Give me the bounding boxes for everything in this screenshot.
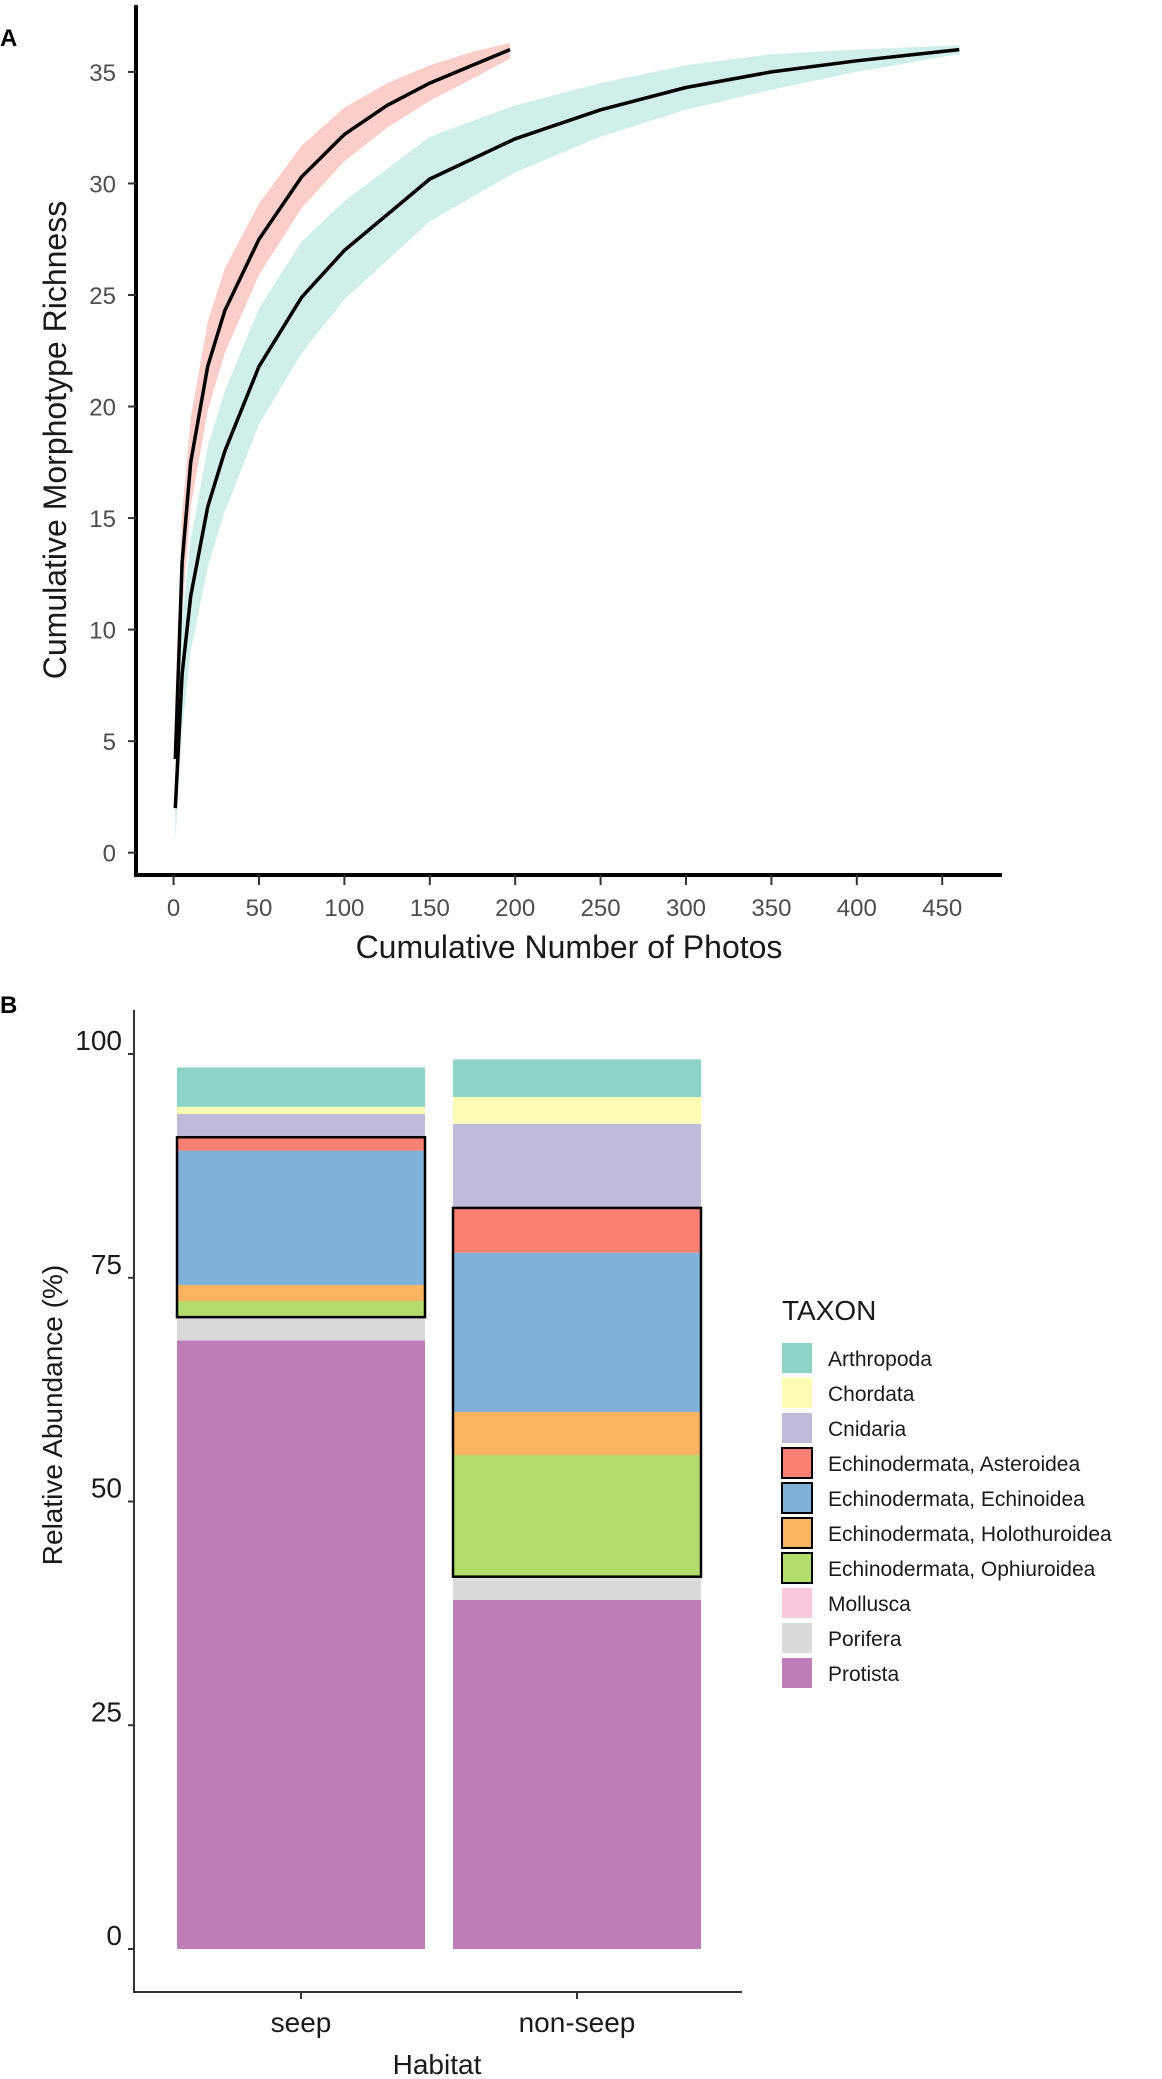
x-tick-label: 200 — [495, 895, 535, 922]
bar-segment-seep-arthropoda — [177, 1067, 425, 1107]
legend-label: Echinodermata, Ophiuroidea — [828, 1558, 1096, 1581]
bar-segment-non-seep-chordata — [453, 1096, 701, 1124]
bar-segment-seep-echinodermata-ophiuroidea — [177, 1301, 425, 1318]
bar-segment-non-seep-protista — [453, 1599, 701, 1949]
x-tick-label: 150 — [410, 895, 450, 922]
legend-swatch — [781, 1482, 813, 1514]
legend-label: Echinodermata, Echinoidea — [828, 1488, 1085, 1511]
x-tick-label: 350 — [751, 895, 791, 922]
bar-segment-seep-porifera — [177, 1317, 425, 1341]
y-tick-label: 0 — [103, 841, 116, 868]
legend-swatch — [782, 1413, 812, 1443]
panel-b-legend: TAXON Arthropoda Chordata Cnidaria Echinode… — [781, 1295, 1112, 1688]
panel-a-chart: 0 5 10 15 20 25 30 35 0 50 100 150 200 250 300 350 400 4… — [37, 5, 1002, 965]
panel-a-x-ticks: 0 50 100 150 200 250 300 350 400 450 — [167, 875, 962, 922]
legend-label: Echinodermata, Asteroidea — [828, 1453, 1080, 1476]
panel-b-echinodermata-outlines — [175, 1135, 703, 1578]
line-non-seep — [173, 47, 960, 809]
y-tick-label: 5 — [103, 729, 116, 756]
panel-b-x-ticks: seep non-seep — [271, 1992, 636, 2038]
x-tick-label: non-seep — [519, 2007, 636, 2038]
panel-a-confidence-bands — [175, 42, 960, 842]
y-tick-label: 25 — [89, 283, 116, 310]
y-tick-label: 25 — [91, 1696, 122, 1727]
x-tick-label: 250 — [581, 895, 621, 922]
panel-b-x-axis-title: Habitat — [393, 2049, 482, 2079]
bar-segment-seep-echinodermata-asteroidea — [177, 1137, 425, 1151]
panel-label-a: A — [0, 25, 17, 52]
bar-segment-non-seep-echinodermata-asteroidea — [453, 1207, 701, 1253]
x-tick-label: 450 — [922, 895, 962, 922]
bar-segment-non-seep-echinodermata-echinoidea — [453, 1252, 701, 1412]
legend-label: Cnidaria — [828, 1418, 907, 1441]
y-tick-label: 50 — [91, 1473, 122, 1504]
legend-swatch — [781, 1552, 813, 1584]
y-tick-label: 30 — [89, 171, 116, 198]
bar-segment-seep-echinodermata-echinoidea — [177, 1150, 425, 1285]
legend-label: Mollusca — [828, 1593, 911, 1616]
panel-b-stacked-bars — [177, 1059, 701, 1949]
legend-swatch — [781, 1447, 813, 1479]
panel-b-y-axis-title: Relative Abundance (%) — [37, 1265, 68, 1565]
legend-swatch — [782, 1588, 812, 1618]
y-tick-label: 75 — [91, 1249, 122, 1280]
bar-segment-seep-chordata — [177, 1106, 425, 1114]
x-tick-label: seep — [271, 2007, 332, 2038]
x-tick-label: 50 — [246, 895, 273, 922]
legend-swatch — [782, 1658, 812, 1688]
legend-label: Arthropoda — [828, 1348, 932, 1371]
bar-segment-seep-cnidaria — [177, 1113, 425, 1138]
legend-swatch — [781, 1517, 813, 1549]
panel-a-lines — [173, 47, 960, 809]
bar-segment-non-seep-echinodermata-holothuroidea — [453, 1412, 701, 1455]
line-seep — [173, 47, 511, 760]
y-tick-label: 20 — [89, 395, 116, 422]
bar-segment-non-seep-cnidaria — [453, 1123, 701, 1208]
legend-title: TAXON — [782, 1295, 876, 1326]
legend-label: Protista — [828, 1663, 900, 1686]
panel-a-x-axis-title: Cumulative Number of Photos — [356, 929, 783, 965]
y-tick-label: 0 — [106, 1920, 122, 1951]
legend-label: Echinodermata, Holothuroidea — [828, 1523, 1112, 1546]
panel-a-y-axis-title: Cumulative Morphotype Richness — [37, 201, 73, 679]
bar-segment-non-seep-porifera — [453, 1576, 701, 1600]
y-tick-label: 10 — [89, 618, 116, 645]
legend-label: Chordata — [828, 1383, 915, 1406]
y-tick-label: 15 — [89, 506, 116, 533]
legend-swatch — [782, 1343, 812, 1373]
x-tick-label: 300 — [666, 895, 706, 922]
panel-a-y-ticks: 0 5 10 15 20 25 30 35 — [89, 60, 136, 868]
bar-segment-seep-echinodermata-holothuroidea — [177, 1284, 425, 1302]
x-tick-label: 100 — [324, 895, 364, 922]
legend-swatch — [782, 1623, 812, 1653]
x-tick-label: 0 — [167, 895, 180, 922]
panel-b-y-ticks: 0 25 50 75 100 — [75, 1025, 134, 1951]
bar-segment-seep-protista — [177, 1340, 425, 1949]
x-tick-label: 400 — [837, 895, 877, 922]
panel-label-b: B — [0, 992, 17, 1019]
legend-label: Porifera — [828, 1628, 902, 1651]
bar-segment-non-seep-arthropoda — [453, 1059, 701, 1097]
legend-swatch — [782, 1378, 812, 1408]
bar-segment-non-seep-echinodermata-ophiuroidea — [453, 1454, 701, 1577]
panel-b-chart: 0 25 50 75 100 seep non-seep Habitat Relative… — [37, 1010, 1112, 2079]
y-tick-label: 35 — [89, 60, 116, 87]
echinodermata-outline-seep — [175, 1135, 427, 1319]
y-tick-label: 100 — [75, 1025, 122, 1056]
echinodermata-outline-non-seep — [451, 1206, 703, 1578]
band-non-seep — [175, 45, 960, 842]
